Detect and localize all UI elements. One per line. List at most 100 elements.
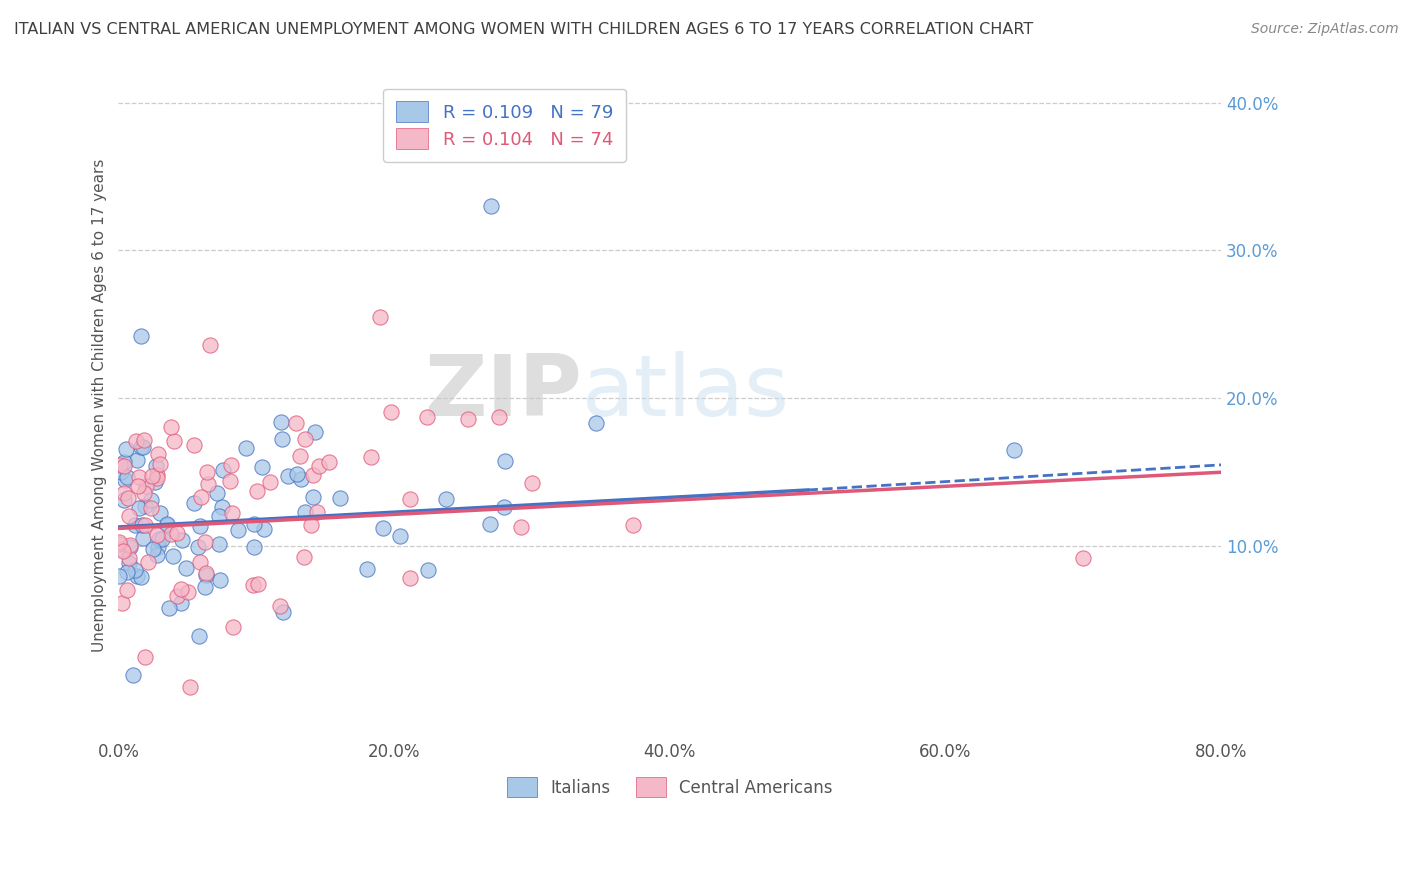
Point <box>194 580 217 594</box>
Point <box>388 528 411 542</box>
Point <box>301 467 323 482</box>
Point <box>194 568 217 582</box>
Point <box>132 441 155 455</box>
Point <box>132 485 155 500</box>
Point <box>285 467 308 481</box>
Point <box>1002 443 1025 458</box>
Point <box>416 409 439 424</box>
Point <box>243 516 266 531</box>
Point <box>124 563 146 577</box>
Point <box>156 517 179 532</box>
Point <box>190 555 212 569</box>
Point <box>108 535 131 549</box>
Point <box>163 434 186 448</box>
Point <box>156 516 179 531</box>
Point <box>623 518 645 533</box>
Point <box>294 505 316 519</box>
Point <box>302 490 325 504</box>
Point <box>132 433 155 447</box>
Point <box>128 470 150 484</box>
Point <box>242 540 264 554</box>
Point <box>127 569 149 583</box>
Point <box>219 458 242 472</box>
Point <box>131 518 153 533</box>
Point <box>129 570 152 584</box>
Point <box>208 508 231 523</box>
Point <box>115 565 138 579</box>
Point <box>1071 551 1094 566</box>
Point <box>145 459 167 474</box>
Point <box>380 405 402 419</box>
Point <box>134 649 156 664</box>
Point <box>112 454 135 468</box>
Point <box>170 596 193 610</box>
Point <box>183 437 205 451</box>
Point <box>127 452 149 467</box>
Point <box>271 605 294 619</box>
Point <box>135 479 157 493</box>
Point <box>195 465 218 479</box>
Point <box>170 582 193 596</box>
Point <box>494 453 516 467</box>
Point <box>208 573 231 587</box>
Point <box>145 527 167 541</box>
Point <box>146 468 169 483</box>
Point <box>509 520 531 534</box>
Point <box>399 491 422 506</box>
Point <box>134 500 156 514</box>
Point <box>416 563 439 577</box>
Point <box>259 475 281 490</box>
Point <box>141 468 163 483</box>
Point <box>211 500 233 514</box>
Point <box>143 475 166 489</box>
Point <box>145 471 167 485</box>
Point <box>112 459 135 474</box>
Point <box>141 492 163 507</box>
Point <box>114 473 136 487</box>
Point <box>247 577 270 591</box>
Point <box>179 680 201 694</box>
Point <box>356 562 378 576</box>
Point <box>117 491 139 506</box>
Point <box>190 491 212 505</box>
Point <box>115 442 138 457</box>
Y-axis label: Unemployment Among Women with Children Ages 6 to 17 years: Unemployment Among Women with Children A… <box>93 159 107 652</box>
Point <box>112 543 135 558</box>
Point <box>434 491 457 506</box>
Point <box>118 557 141 571</box>
Point <box>124 434 146 448</box>
Point <box>190 518 212 533</box>
Point <box>479 199 502 213</box>
Point <box>166 525 188 540</box>
Point <box>166 589 188 603</box>
Point <box>176 585 198 599</box>
Point <box>188 629 211 643</box>
Point <box>108 537 131 551</box>
Point <box>159 419 181 434</box>
Point <box>304 425 326 439</box>
Point <box>373 521 395 535</box>
Point <box>139 501 162 516</box>
Point <box>269 599 291 614</box>
Point <box>488 409 510 424</box>
Point <box>290 450 312 464</box>
Point <box>127 479 149 493</box>
Text: Source: ZipAtlas.com: Source: ZipAtlas.com <box>1251 22 1399 37</box>
Point <box>108 569 131 583</box>
Point <box>117 583 139 598</box>
Point <box>294 433 316 447</box>
Point <box>148 540 170 554</box>
Point <box>211 463 233 477</box>
Point <box>399 571 422 585</box>
Text: atlas: atlas <box>582 351 790 434</box>
Point <box>520 476 543 491</box>
Point <box>585 416 607 430</box>
Point <box>252 460 274 475</box>
Point <box>207 486 229 500</box>
Point <box>157 601 180 615</box>
Point <box>208 537 231 551</box>
Point <box>110 465 132 479</box>
Point <box>253 522 276 536</box>
Point <box>219 474 242 488</box>
Point <box>134 518 156 533</box>
